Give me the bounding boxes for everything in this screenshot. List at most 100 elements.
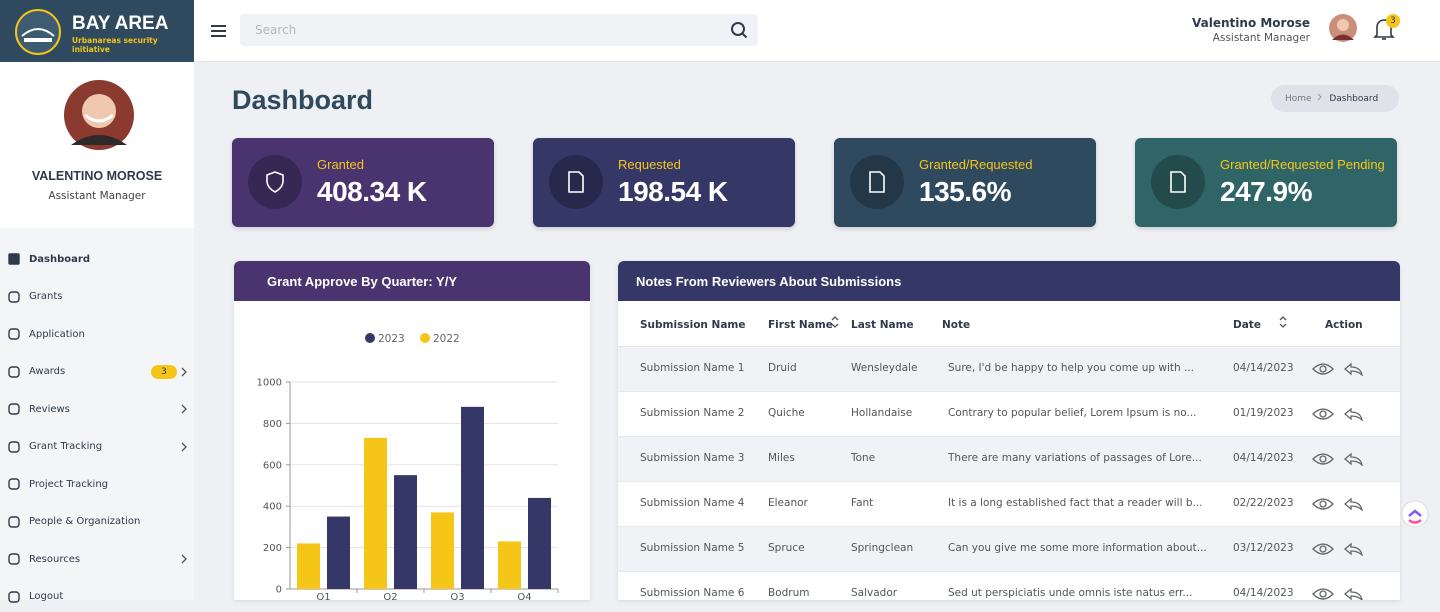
table-cell: Fant <box>851 497 874 509</box>
menu-toggle[interactable] <box>210 23 228 39</box>
stat-icon-glyph <box>266 171 284 193</box>
column-header[interactable]: Submission Name <box>640 319 746 331</box>
menu-label: Resources <box>29 553 81 565</box>
reply-icon[interactable] <box>1343 407 1363 421</box>
bar <box>327 516 350 589</box>
view-icon[interactable] <box>1312 362 1334 376</box>
chevron <box>181 404 187 414</box>
breadcrumb-item[interactable]: Home <box>1285 94 1312 104</box>
menu-icon <box>8 478 20 490</box>
menu-icon <box>8 365 20 378</box>
logo-emblem <box>15 9 61 55</box>
table-cell: Submission Name 2 <box>640 407 745 419</box>
menu-item[interactable]: Dashboard <box>0 244 194 274</box>
table-cell: 04/14/2023 <box>1233 362 1294 374</box>
column-header[interactable]: First Name <box>768 319 833 331</box>
user-name: Valentino Morose <box>1192 16 1310 30</box>
table-cell: Hollandaise <box>851 407 913 419</box>
reply-icon[interactable] <box>1343 497 1363 511</box>
view-icon-pupil <box>1319 590 1327 598</box>
logo-subtitle: Urbanareas security initiative <box>72 36 158 54</box>
sort-icon[interactable] <box>1278 315 1288 329</box>
column-header[interactable]: Note <box>942 319 971 331</box>
view-icon-path <box>1312 363 1334 375</box>
column-header[interactable]: Date <box>1233 319 1261 331</box>
menu-item[interactable]: Logout <box>0 582 194 612</box>
chart-title: Grant Approve By Quarter: Y/Y <box>234 261 590 301</box>
sort-icon-path <box>1279 316 1287 328</box>
profile-avatar <box>64 80 134 150</box>
breadcrumb-item: Dashboard <box>1329 94 1379 104</box>
menu-item[interactable]: Project Tracking <box>0 469 194 499</box>
profile-name: VALENTINO MOROSE <box>31 169 163 183</box>
view-icon[interactable] <box>1312 452 1334 466</box>
sort-icon[interactable] <box>830 315 840 329</box>
user-avatar[interactable] <box>1328 13 1358 43</box>
menu-item[interactable]: Reviews <box>0 394 194 424</box>
table-cell: Submission Name 3 <box>640 452 745 464</box>
menu-label: Project Tracking <box>29 478 109 490</box>
stat-value: 135.6% <box>919 176 1011 207</box>
menu-item[interactable]: Resources <box>0 544 194 574</box>
view-icon-path <box>1312 498 1334 510</box>
menu-label: Logout <box>29 591 64 602</box>
menu-item[interactable]: Awards 3 <box>0 357 194 387</box>
reply-icon[interactable] <box>1343 542 1363 556</box>
view-icon[interactable] <box>1312 542 1334 556</box>
chevron <box>181 367 187 376</box>
menu-item[interactable]: People & Organization <box>0 507 194 537</box>
stat-card: Granted 408.34 K <box>232 138 494 227</box>
view-icon[interactable] <box>1312 587 1334 600</box>
view-icon-path <box>1312 543 1334 555</box>
chevron-path <box>181 554 187 564</box>
stat-label: Granted/Requested <box>919 157 1033 172</box>
reply-icon-path <box>1343 362 1363 376</box>
table-cell: There are many variations of passages of… <box>948 452 1202 464</box>
menu-icon-shape <box>8 478 20 490</box>
y-tick-label: 0 <box>276 585 282 596</box>
reply-icon[interactable] <box>1343 452 1363 466</box>
user-role: Assistant Manager <box>1212 32 1310 44</box>
table-cell: Spruce <box>768 542 805 554</box>
menu-icon-shape <box>8 253 20 265</box>
chevron-path <box>181 367 187 376</box>
sidebar-menu: Dashboard Grants Application Awards 3 Reviews… <box>0 228 194 603</box>
sort-icon-path <box>831 316 839 328</box>
menu-label: Grants <box>29 291 63 302</box>
view-icon-pupil <box>1319 455 1327 463</box>
view-icon[interactable] <box>1312 497 1334 511</box>
view-icon[interactable] <box>1312 407 1334 421</box>
menu-label: Awards <box>29 366 66 377</box>
view-icon-pupil <box>1319 365 1327 373</box>
stat-icon <box>1151 155 1205 209</box>
menu-item[interactable]: Application <box>0 319 194 349</box>
legend-label: 2022 <box>433 333 460 345</box>
reply-icon[interactable] <box>1343 362 1363 376</box>
stat-icon <box>549 155 603 209</box>
menu-item[interactable]: Grants <box>0 282 194 312</box>
search-icon[interactable] <box>730 21 748 39</box>
table-cell: 01/19/2023 <box>1233 407 1294 419</box>
column-header[interactable]: Last Name <box>851 319 914 331</box>
reply-icon[interactable] <box>1343 587 1363 600</box>
menu-icon-shape <box>8 290 20 303</box>
help-widget[interactable] <box>1401 500 1429 528</box>
search-input[interactable]: Search <box>240 14 758 46</box>
menu-icon-shape <box>8 515 20 528</box>
table-row: Submission Name 5 Spruce Springclean Can yo… <box>618 527 1400 572</box>
view-icon-path <box>1312 588 1334 600</box>
y-tick-label: 400 <box>263 502 282 513</box>
table-cell: Druid <box>768 362 797 374</box>
menu-icon-shape <box>8 553 20 565</box>
stat-label: Granted/Requested Pending <box>1220 157 1385 172</box>
stat-icon-glyph <box>869 171 885 193</box>
search-placeholder: Search <box>255 23 297 37</box>
logo[interactable]: BAY AREA Urbanareas security initiative <box>0 0 194 62</box>
stat-icon-glyph <box>1170 171 1186 193</box>
menu-label: Grant Tracking <box>29 441 103 452</box>
menu-icon <box>8 403 20 415</box>
chart: 2023 2022 0 200 400 600 800 1000 Q1 Q2 Q3 Q4 <box>257 333 559 600</box>
menu-item[interactable]: Grant Tracking <box>0 432 194 462</box>
profile-role: Assistant Manager <box>48 190 146 202</box>
